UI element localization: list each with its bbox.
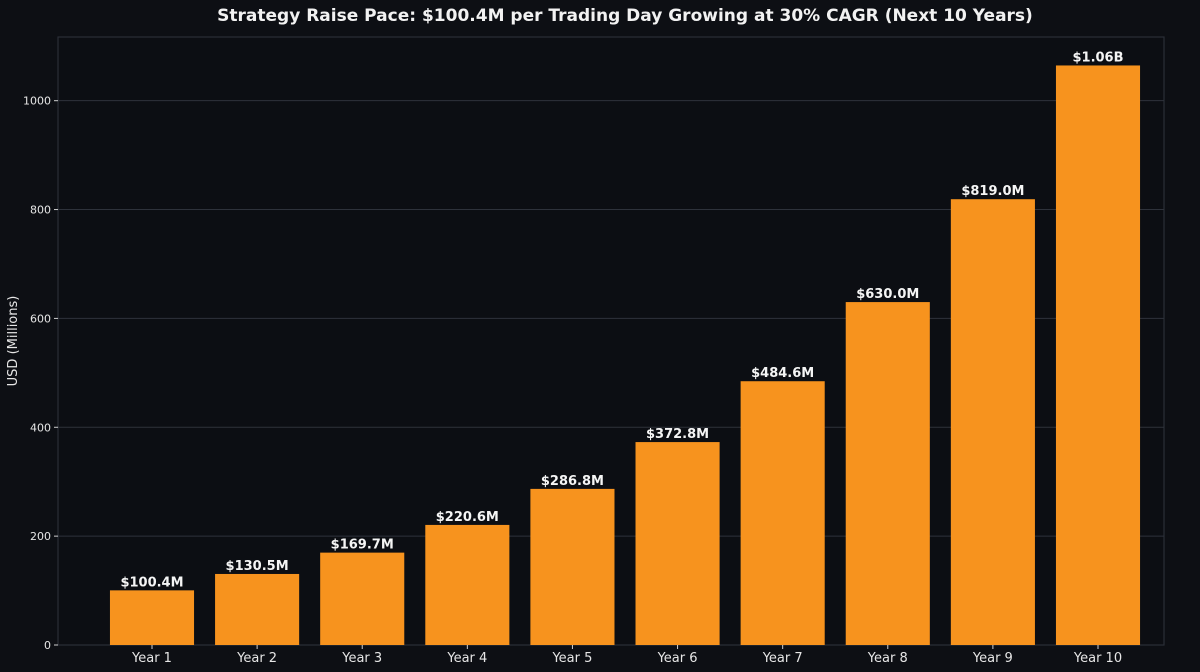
bar-data-label: $372.8M <box>646 427 709 442</box>
bars <box>109 65 1141 646</box>
y-tick-label: 0 <box>44 639 51 652</box>
x-tick-label: Year 2 <box>236 651 277 666</box>
bar-data-label: $819.0M <box>961 184 1024 199</box>
y-tick-label: 1000 <box>23 95 51 108</box>
bar-year-1 <box>109 590 195 645</box>
bar-data-label: $130.5M <box>226 559 289 574</box>
bar-year-7 <box>740 381 825 645</box>
x-tick-label: Year 9 <box>972 651 1013 666</box>
bar-year-4 <box>425 524 510 645</box>
bar-data-labels: $100.4M $130.5M $169.7M $220.6M $286.8M $372.… <box>120 50 1123 590</box>
bar-year-9 <box>950 199 1035 645</box>
bar-year-3 <box>320 552 405 645</box>
y-tick-label: 400 <box>30 421 51 434</box>
x-tick-label: Year 4 <box>446 651 487 666</box>
x-axis-ticks: Year 1 Year 2 Year 3 Year 4 Year 5 Year 6 Year… <box>131 645 1122 666</box>
x-tick-label: Year 3 <box>341 651 382 666</box>
bar-data-label: $630.0M <box>856 287 919 302</box>
y-tick-label: 200 <box>30 530 51 543</box>
bar-year-5 <box>530 488 615 645</box>
bar-data-label: $484.6M <box>751 366 814 381</box>
bar-data-label: $1.06B <box>1072 50 1123 65</box>
bar-year-6 <box>635 442 720 645</box>
chart-title: Strategy Raise Pace: $100.4M per Trading… <box>217 6 1033 26</box>
x-tick-label: Year 8 <box>867 651 908 666</box>
y-axis-label: USD (Millions) <box>6 296 21 387</box>
x-tick-label: Year 5 <box>551 651 592 666</box>
y-tick-label: 600 <box>30 312 51 325</box>
y-axis-ticks: 0 200 400 600 800 1000 <box>23 95 58 652</box>
bar-data-label: $100.4M <box>120 575 183 590</box>
x-tick-label: Year 6 <box>657 651 698 666</box>
bar-data-label: $220.6M <box>436 510 499 525</box>
x-tick-label: Year 7 <box>762 651 803 666</box>
bar-year-2 <box>215 573 300 645</box>
bar-year-10 <box>1055 65 1141 646</box>
x-tick-label: Year 10 <box>1073 651 1122 666</box>
bar-data-label: $286.8M <box>541 474 604 489</box>
bar-year-8 <box>845 302 930 645</box>
x-tick-label: Year 1 <box>131 651 172 666</box>
y-tick-label: 800 <box>30 204 51 217</box>
bar-data-label: $169.7M <box>331 538 394 553</box>
